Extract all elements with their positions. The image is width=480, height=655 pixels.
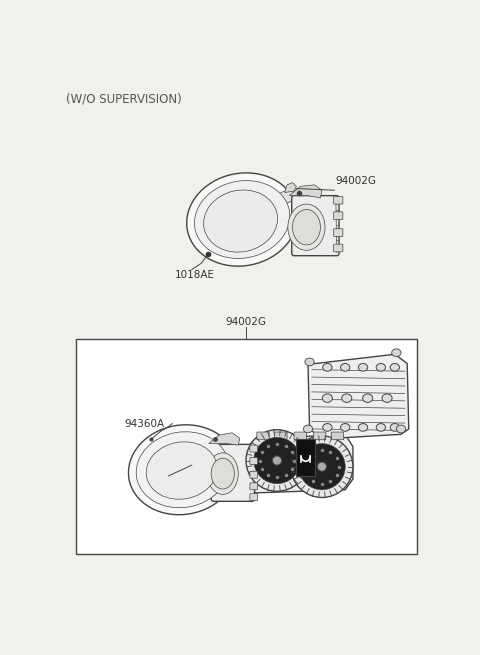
Ellipse shape bbox=[359, 364, 368, 371]
Text: 1018AE: 1018AE bbox=[175, 270, 215, 280]
Ellipse shape bbox=[342, 394, 352, 402]
Polygon shape bbox=[289, 185, 322, 198]
Polygon shape bbox=[285, 183, 296, 193]
FancyBboxPatch shape bbox=[313, 432, 326, 440]
FancyBboxPatch shape bbox=[334, 196, 343, 204]
Text: (W/O SUPERVISION): (W/O SUPERVISION) bbox=[66, 92, 182, 105]
Text: 94002G: 94002G bbox=[226, 316, 266, 327]
Ellipse shape bbox=[317, 462, 326, 472]
Ellipse shape bbox=[194, 181, 290, 259]
FancyBboxPatch shape bbox=[334, 229, 343, 236]
Ellipse shape bbox=[204, 190, 277, 252]
Ellipse shape bbox=[146, 442, 217, 499]
Ellipse shape bbox=[136, 432, 228, 508]
Polygon shape bbox=[277, 189, 296, 203]
FancyBboxPatch shape bbox=[250, 472, 258, 478]
Polygon shape bbox=[209, 433, 240, 445]
Ellipse shape bbox=[396, 425, 406, 433]
Text: 94360A: 94360A bbox=[124, 419, 165, 428]
Ellipse shape bbox=[272, 456, 282, 465]
Ellipse shape bbox=[211, 458, 234, 489]
Ellipse shape bbox=[323, 394, 333, 402]
Ellipse shape bbox=[359, 424, 368, 431]
FancyBboxPatch shape bbox=[294, 432, 306, 440]
Ellipse shape bbox=[303, 425, 312, 433]
Ellipse shape bbox=[362, 394, 372, 402]
Ellipse shape bbox=[340, 424, 350, 431]
Ellipse shape bbox=[207, 453, 238, 495]
Ellipse shape bbox=[187, 173, 298, 266]
Ellipse shape bbox=[390, 364, 399, 371]
Ellipse shape bbox=[323, 424, 332, 431]
FancyBboxPatch shape bbox=[334, 244, 343, 252]
FancyBboxPatch shape bbox=[211, 444, 254, 501]
Ellipse shape bbox=[246, 430, 308, 491]
Ellipse shape bbox=[376, 364, 385, 371]
FancyBboxPatch shape bbox=[331, 432, 344, 440]
Ellipse shape bbox=[392, 349, 401, 356]
Ellipse shape bbox=[390, 424, 399, 431]
Ellipse shape bbox=[376, 424, 385, 431]
FancyBboxPatch shape bbox=[250, 457, 258, 464]
Ellipse shape bbox=[382, 394, 392, 402]
Ellipse shape bbox=[292, 210, 321, 245]
FancyBboxPatch shape bbox=[334, 212, 343, 219]
Text: 94002G: 94002G bbox=[335, 176, 376, 187]
Ellipse shape bbox=[323, 364, 332, 371]
FancyBboxPatch shape bbox=[75, 339, 417, 555]
FancyBboxPatch shape bbox=[292, 196, 339, 255]
Ellipse shape bbox=[340, 364, 350, 371]
FancyBboxPatch shape bbox=[275, 432, 287, 440]
Ellipse shape bbox=[129, 425, 237, 515]
Ellipse shape bbox=[291, 436, 353, 498]
Ellipse shape bbox=[299, 443, 345, 490]
FancyBboxPatch shape bbox=[250, 445, 258, 452]
Polygon shape bbox=[308, 354, 409, 439]
Ellipse shape bbox=[254, 438, 300, 483]
FancyBboxPatch shape bbox=[257, 432, 269, 440]
FancyBboxPatch shape bbox=[250, 483, 258, 490]
Ellipse shape bbox=[305, 358, 314, 365]
FancyBboxPatch shape bbox=[296, 439, 315, 476]
FancyBboxPatch shape bbox=[250, 494, 258, 500]
Polygon shape bbox=[248, 434, 353, 493]
Ellipse shape bbox=[288, 204, 325, 250]
